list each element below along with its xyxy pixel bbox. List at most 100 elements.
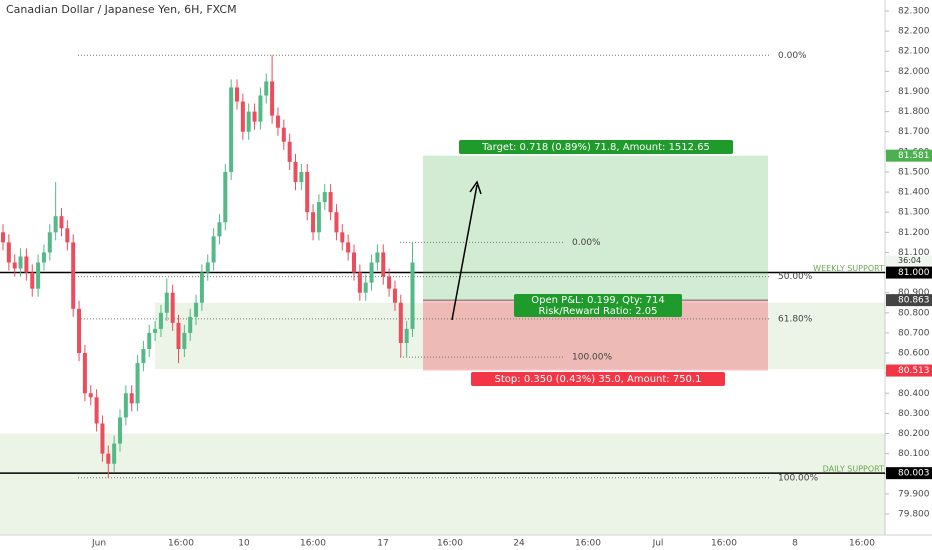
candle-body: [112, 443, 117, 464]
y-tick-label: 81.500: [898, 167, 930, 177]
candle-body: [170, 292, 175, 323]
candle-body: [281, 127, 286, 142]
fib-label: 100.00%: [778, 473, 818, 483]
price-tag: [886, 364, 932, 377]
candle-body: [270, 81, 275, 116]
y-tick-label: 81.800: [898, 107, 930, 117]
x-tick-label: 16:00: [300, 539, 326, 549]
support-zone: [0, 433, 885, 535]
price-tag-label: 80.003: [898, 469, 930, 479]
candle-body: [71, 242, 76, 309]
candle-body: [316, 202, 321, 233]
candle-body: [199, 272, 204, 303]
candle-body: [346, 242, 351, 253]
candle-body: [188, 316, 193, 333]
target-label-bg: [459, 140, 733, 154]
candle-body: [36, 262, 41, 289]
candle-body: [240, 101, 245, 132]
stop-label: Stop: 0.350 (0.43%) 35.0, Amount: 750.1: [495, 374, 702, 385]
candle-body: [65, 228, 70, 243]
candle-body: [322, 192, 327, 203]
x-tick-label: 24: [513, 539, 525, 549]
y-tick-label: 81.400: [898, 188, 930, 198]
y-tick-label: 80.600: [898, 349, 930, 359]
candle-body: [398, 302, 403, 343]
candle-body: [264, 81, 269, 96]
candle-body: [94, 397, 99, 424]
candle-body: [106, 453, 111, 464]
y-tick-label: 82.300: [898, 7, 930, 17]
price-tag-label: 80.513: [898, 366, 930, 376]
y-tick-label: 81.200: [898, 228, 930, 238]
candle-body: [369, 262, 374, 283]
price-tag: [886, 294, 932, 307]
fib-label: 100.00%: [572, 353, 612, 363]
y-tick-label: 81.900: [898, 87, 930, 97]
candle-body: [404, 328, 409, 343]
candle-body: [194, 302, 199, 317]
candle-body: [18, 256, 23, 269]
y-tick-label: 79.900: [898, 489, 930, 499]
x-tick-label: 16:00: [168, 539, 194, 549]
candle-body: [182, 332, 187, 350]
arrow-shaft: [451, 184, 478, 321]
fib-label: 50.00%: [778, 272, 813, 282]
candle-body: [293, 161, 298, 183]
candle-body: [30, 272, 35, 289]
candle-body: [82, 353, 87, 394]
candle-body: [88, 393, 93, 398]
countdown-bg: [886, 255, 932, 266]
candle-body: [118, 417, 122, 444]
candle-body: [59, 216, 64, 229]
candle-body: [252, 111, 257, 122]
candle-body: [53, 216, 58, 233]
candle-body: [363, 282, 368, 293]
candle-body: [334, 212, 339, 233]
y-tick-label: 82.100: [898, 47, 930, 57]
x-tick-label: 16:00: [849, 539, 875, 549]
candle-body: [217, 222, 222, 237]
candle-body: [375, 252, 380, 263]
candle-body: [129, 393, 134, 404]
candle-body: [352, 252, 356, 273]
candle-body: [275, 115, 280, 128]
y-tick-label: 81.700: [898, 127, 930, 137]
countdown: 36:04: [898, 256, 921, 265]
y-tick-label: 79.800: [898, 510, 930, 520]
y-tick-label: 81.100: [898, 248, 930, 258]
candle-body: [147, 332, 152, 350]
target-area: [423, 155, 768, 301]
y-tick-label: 80.900: [898, 288, 930, 298]
candle-body: [135, 363, 140, 404]
y-tick-label: 80.300: [898, 409, 930, 419]
chart-title: Canadian Dollar / Japanese Yen, 6H, FXCM: [6, 3, 237, 16]
pnl-label-bg: [514, 294, 682, 317]
x-tick-label: Jun: [91, 539, 106, 549]
candle-body: [12, 262, 17, 269]
price-tag: [886, 266, 932, 279]
candle-body: [229, 87, 234, 172]
price-tag-label: 80.863: [898, 296, 930, 306]
price-tag: [886, 149, 932, 162]
fib-label: 0.00%: [572, 238, 601, 248]
x-tick-label: 16:00: [437, 539, 463, 549]
fib-label: 0.00%: [778, 51, 807, 61]
candle-body: [176, 322, 181, 350]
candle-body: [41, 252, 46, 263]
y-tick-label: 80.700: [898, 328, 930, 338]
candle-body: [305, 171, 310, 213]
x-tick-label: Jul: [652, 539, 664, 549]
candle-body: [387, 276, 392, 289]
candle-body: [381, 252, 386, 277]
y-tick-label: 82.200: [898, 27, 930, 37]
candle-body: [205, 262, 210, 273]
stop-label-bg: [471, 372, 725, 386]
candle-body: [246, 111, 251, 132]
x-tick-label: 16:00: [711, 539, 737, 549]
candle-body: [410, 262, 415, 329]
x-tick-label: 17: [377, 539, 388, 549]
x-tick-label: 10: [238, 539, 250, 549]
x-tick-label: 16:00: [575, 539, 601, 549]
